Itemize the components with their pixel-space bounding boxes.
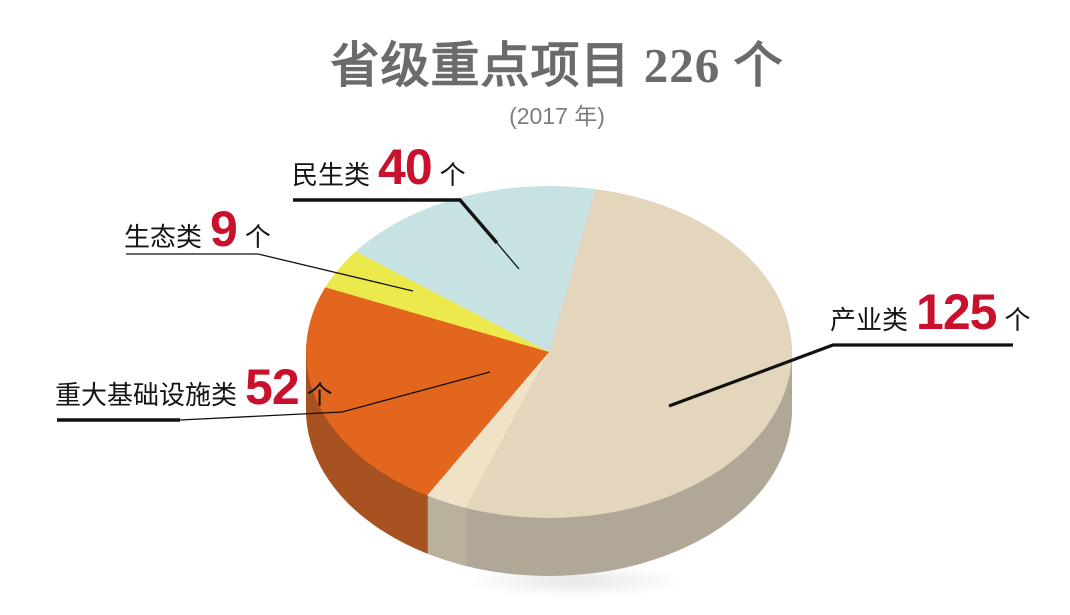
page-subtitle: (2017 年)	[509, 103, 605, 129]
callout-shengtai-unit: 个	[244, 222, 271, 252]
callout-chanye-unit: 个	[1004, 305, 1031, 335]
callout-shengtai: 生态类 9 个	[124, 204, 271, 254]
callout-minsheng: 民生类 40 个	[292, 142, 466, 192]
callout-shengtai-label: 生态类	[124, 222, 203, 252]
pie-top-face	[306, 186, 792, 518]
callout-chanye-label: 产业类	[830, 305, 909, 335]
callout-chanye: 产业类 125 个	[830, 287, 1030, 337]
callout-zhongda-label: 重大基础设施类	[55, 380, 238, 410]
callout-chanye-value: 125	[916, 284, 997, 340]
callout-minsheng-value: 40	[378, 139, 433, 195]
callout-minsheng-label: 民生类	[292, 160, 371, 190]
callout-minsheng-unit: 个	[439, 160, 466, 190]
page-title: 省级重点项目 226 个	[330, 38, 784, 93]
callout-zhongda: 重大基础设施类 52 个	[55, 362, 333, 412]
callout-shengtai-value: 9	[210, 201, 238, 257]
callout-zhongda-value: 52	[245, 359, 300, 415]
callout-zhongda-unit: 个	[306, 380, 333, 410]
